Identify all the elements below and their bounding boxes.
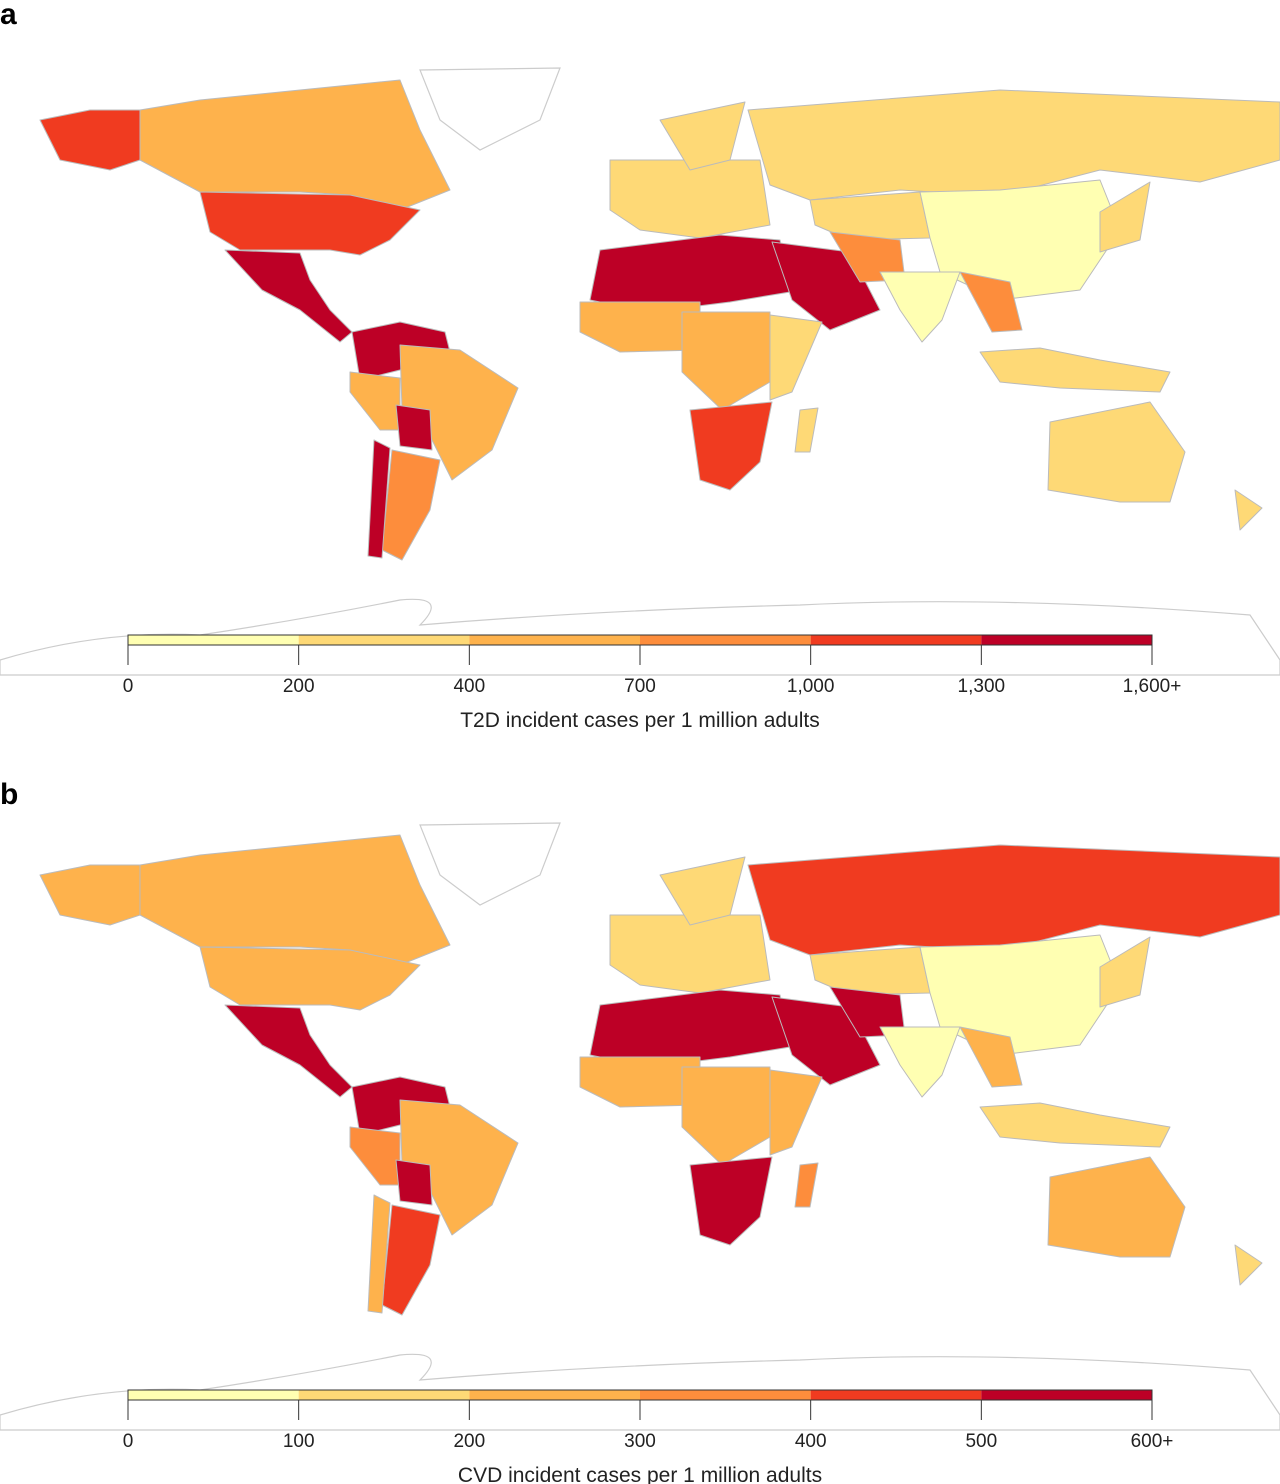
legend-tick-label: 1,600+ [1123, 676, 1182, 697]
legend-swatch-5 [981, 635, 1152, 645]
region-north-africa [589, 989, 791, 1068]
region-east-africa [769, 1069, 823, 1156]
legend-tick-label: 0 [123, 676, 134, 697]
legend-tick-label: 400 [453, 676, 485, 697]
region-united-states [199, 191, 421, 256]
legend-swatch-5 [981, 1390, 1152, 1400]
region-australia [1047, 401, 1186, 503]
region-india [879, 271, 961, 343]
region-united-states [199, 946, 421, 1011]
region-east-africa [769, 314, 823, 401]
t2d-map: 0 200 400 700 1,000 1,300 1,600+ T2D incident c… [0, 67, 1280, 732]
legend-swatch-1 [298, 1390, 470, 1400]
region-kazakhstan [809, 946, 931, 996]
region-western-europe [609, 159, 771, 239]
legend-tick-label: 700 [624, 676, 656, 697]
legend-title: CVD incident cases per 1 million adults [458, 1464, 822, 1484]
region-canada [139, 834, 451, 966]
region-chile [367, 439, 391, 559]
legend-swatch-3 [640, 635, 811, 645]
legend-title: T2D incident cases per 1 million adults [460, 709, 820, 732]
region-new-zealand [1234, 1244, 1263, 1286]
legend-swatch-1 [298, 635, 470, 645]
region-argentina [381, 449, 441, 561]
legend-tick-label: 100 [283, 1431, 315, 1452]
region-argentina [381, 1204, 441, 1316]
legend-tick-label: 300 [624, 1431, 656, 1452]
region-bolivia [395, 404, 433, 451]
panel-label-b: b [0, 778, 19, 811]
legend-swatch-0 [128, 1390, 299, 1400]
region-southern-africa [689, 401, 773, 491]
region-india [879, 1026, 961, 1098]
greenland-outline [419, 67, 561, 151]
region-madagascar [794, 407, 819, 453]
region-china-mongolia [919, 179, 1121, 301]
region-madagascar [794, 1162, 819, 1208]
region-mexico-central-america [224, 1004, 353, 1098]
region-kazakhstan [809, 191, 931, 241]
region-southeast-asia [959, 271, 1023, 333]
region-chile [367, 1194, 391, 1314]
legend-tick-label: 400 [795, 1431, 827, 1452]
region-australia [1047, 1156, 1186, 1258]
region-canada [139, 79, 451, 211]
region-alaska [39, 109, 141, 171]
region-central-africa [681, 1066, 771, 1166]
region-russia [747, 89, 1280, 201]
legend-tick-label: 200 [453, 1431, 485, 1452]
region-peru-ecuador [349, 371, 401, 431]
region-indonesia [979, 1102, 1171, 1148]
region-peru-ecuador [349, 1126, 401, 1186]
legend-swatch-4 [810, 1390, 982, 1400]
legend-swatch-0 [128, 635, 299, 645]
legend-swatch-3 [640, 1390, 811, 1400]
region-new-zealand [1234, 489, 1263, 531]
region-indonesia [979, 347, 1171, 393]
region-russia [747, 844, 1280, 956]
region-scandinavia [659, 856, 746, 926]
region-western-europe [609, 914, 771, 994]
region-japan [1099, 936, 1151, 1008]
greenland-outline [419, 822, 561, 906]
legend-tick-label: 0 [123, 1431, 134, 1452]
region-west-africa [579, 301, 701, 353]
legend-tick-label: 200 [283, 676, 315, 697]
panel-label-a: a [0, 0, 17, 31]
legend-tick-label: 600+ [1131, 1431, 1174, 1452]
region-alaska [39, 864, 141, 926]
region-bolivia [395, 1159, 433, 1206]
region-japan [1099, 181, 1151, 253]
region-west-africa [579, 1056, 701, 1108]
legend-swatch-2 [469, 1390, 640, 1400]
legend-tick-label: 1,300 [958, 676, 1006, 697]
legend-swatch-4 [810, 635, 982, 645]
legend-swatch-2 [469, 635, 640, 645]
region-southern-africa [689, 1156, 773, 1246]
region-china-mongolia [919, 934, 1121, 1056]
region-central-africa [681, 311, 771, 411]
legend-tick-label: 1,000 [787, 676, 835, 697]
region-scandinavia [659, 101, 746, 171]
legend-tick-label: 500 [965, 1431, 997, 1452]
region-mexico-central-america [224, 249, 353, 343]
cvd-map: 0 100 200 300 400 500 600+ CVD incident cases p… [0, 822, 1280, 1484]
region-southeast-asia [959, 1026, 1023, 1088]
region-north-africa [589, 234, 791, 313]
